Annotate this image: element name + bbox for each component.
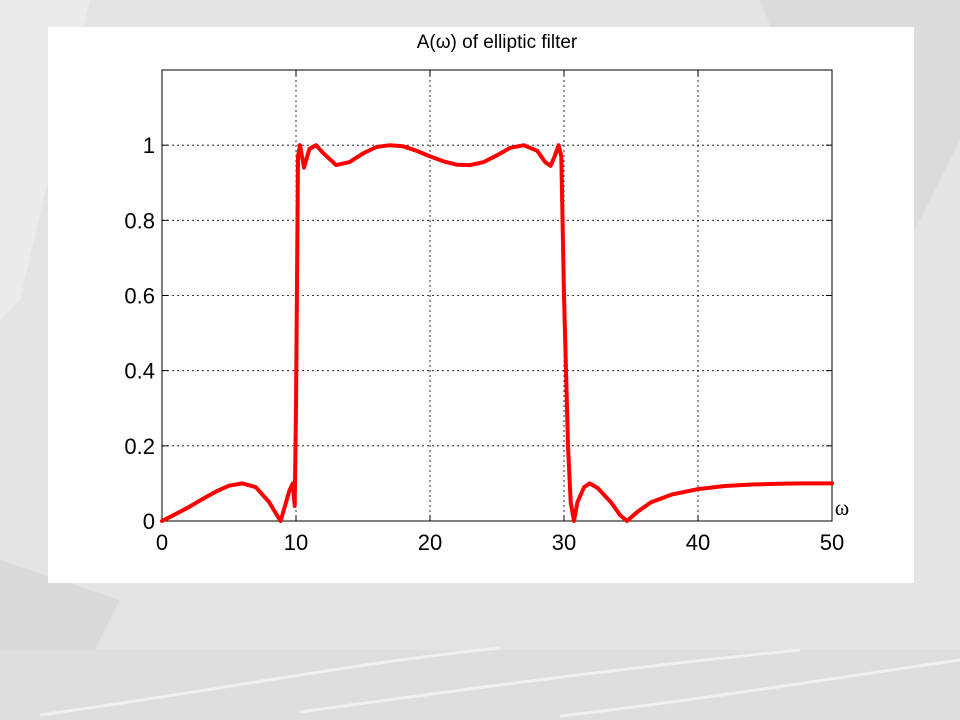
y-tick-label: 0.6: [124, 284, 155, 309]
amplitude-response-line: [160, 143, 834, 523]
y-tick-label: 0.2: [124, 434, 155, 459]
x-tick-label: 0: [156, 530, 168, 555]
grid-lines: [162, 70, 832, 521]
y-tick-label: 1: [143, 133, 155, 158]
y-tick-label: 0.8: [124, 208, 155, 233]
figure-panel: 0 10 20 30 40 50 0 0.2 0.4 0.6 0.8 1 A(ω) of ellipt…: [48, 27, 914, 583]
y-tick-label: 0: [143, 509, 155, 534]
x-tick-label: 40: [686, 530, 710, 555]
y-tick-label: 0.4: [124, 359, 155, 384]
x-tick-label: 50: [820, 530, 844, 555]
x-axis-label: ω: [835, 495, 849, 520]
elliptic-filter-chart: 0 10 20 30 40 50 0 0.2 0.4 0.6 0.8 1 A(ω) of ellipt…: [124, 32, 849, 555]
x-tick-label: 30: [552, 530, 576, 555]
x-tick-label: 20: [418, 530, 442, 555]
x-tick-label: 10: [284, 530, 308, 555]
tick-labels: 0 10 20 30 40 50 0 0.2 0.4 0.6 0.8 1: [124, 133, 844, 555]
data-series: [160, 143, 834, 523]
chart-title: A(ω) of elliptic filter: [417, 32, 578, 53]
